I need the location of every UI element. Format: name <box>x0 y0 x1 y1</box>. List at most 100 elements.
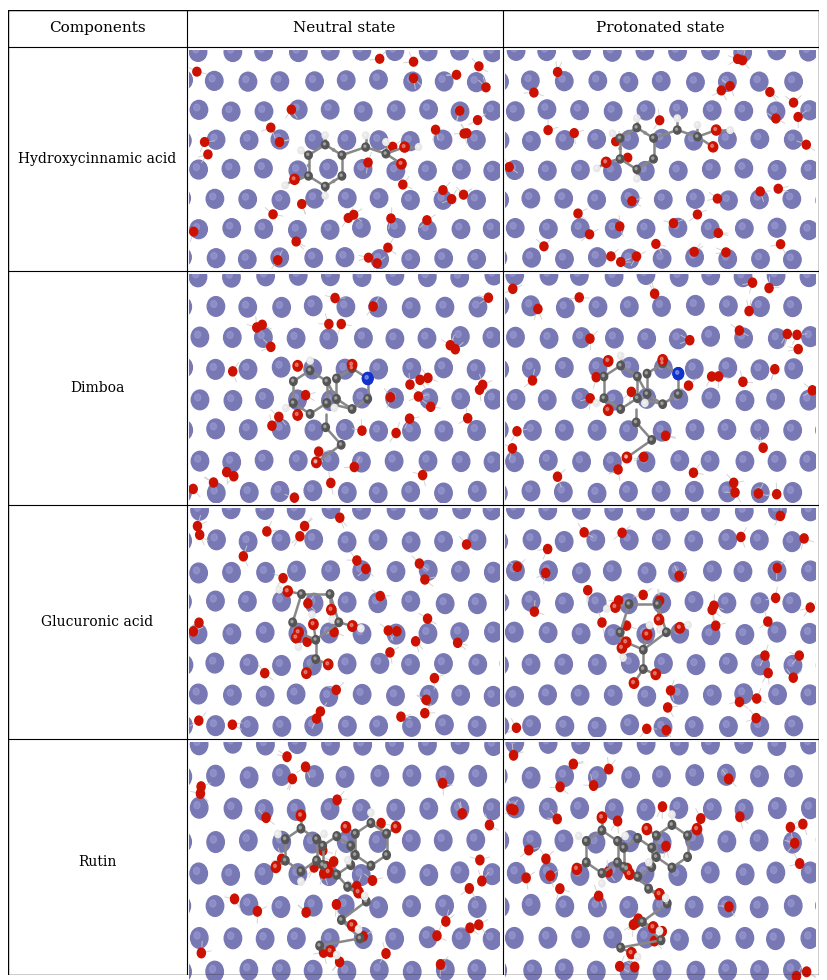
Circle shape <box>655 359 672 378</box>
Circle shape <box>495 834 500 842</box>
Circle shape <box>759 443 767 453</box>
Circle shape <box>308 485 313 492</box>
Circle shape <box>754 489 762 498</box>
Circle shape <box>326 946 335 956</box>
Circle shape <box>324 627 330 634</box>
Circle shape <box>259 804 265 811</box>
Circle shape <box>325 738 332 746</box>
Circle shape <box>608 931 614 939</box>
Circle shape <box>768 219 786 237</box>
Circle shape <box>370 360 387 379</box>
Circle shape <box>509 691 515 698</box>
Circle shape <box>820 719 826 726</box>
Circle shape <box>456 393 461 400</box>
Circle shape <box>504 769 510 777</box>
Circle shape <box>337 620 339 622</box>
Circle shape <box>672 869 679 876</box>
Circle shape <box>464 414 471 422</box>
Circle shape <box>501 72 519 90</box>
Circle shape <box>750 73 768 91</box>
Circle shape <box>194 932 200 939</box>
Circle shape <box>588 483 605 503</box>
Circle shape <box>176 192 183 199</box>
Circle shape <box>768 41 786 60</box>
Circle shape <box>657 301 662 308</box>
Circle shape <box>594 165 600 172</box>
Circle shape <box>671 734 688 755</box>
Circle shape <box>805 330 811 338</box>
Circle shape <box>542 568 550 577</box>
Circle shape <box>328 949 331 952</box>
Circle shape <box>206 72 223 90</box>
Circle shape <box>686 829 703 850</box>
Circle shape <box>612 137 619 146</box>
Circle shape <box>299 869 301 871</box>
Circle shape <box>647 887 649 889</box>
Circle shape <box>617 405 624 414</box>
Circle shape <box>297 824 304 833</box>
Circle shape <box>314 461 317 463</box>
Circle shape <box>592 487 598 494</box>
Circle shape <box>609 130 615 137</box>
Circle shape <box>407 769 413 777</box>
Circle shape <box>624 534 630 541</box>
Circle shape <box>223 453 241 472</box>
Circle shape <box>495 364 500 370</box>
Circle shape <box>675 455 681 462</box>
Circle shape <box>620 897 638 917</box>
Circle shape <box>259 868 265 875</box>
Circle shape <box>299 880 301 882</box>
Circle shape <box>725 902 733 911</box>
Circle shape <box>323 164 329 170</box>
Circle shape <box>675 627 681 634</box>
Circle shape <box>706 164 712 171</box>
Circle shape <box>560 901 566 907</box>
Circle shape <box>275 830 281 838</box>
Circle shape <box>472 769 479 777</box>
Circle shape <box>370 71 387 89</box>
Circle shape <box>342 658 348 664</box>
Circle shape <box>768 798 786 818</box>
Circle shape <box>556 532 573 552</box>
Circle shape <box>325 803 331 810</box>
Circle shape <box>802 140 810 149</box>
Circle shape <box>657 626 663 633</box>
Circle shape <box>650 864 653 867</box>
Circle shape <box>572 389 590 409</box>
Circle shape <box>604 606 609 612</box>
Circle shape <box>764 617 772 626</box>
Circle shape <box>291 565 298 572</box>
Circle shape <box>347 920 357 931</box>
Circle shape <box>292 401 294 404</box>
Circle shape <box>645 632 648 635</box>
Circle shape <box>468 190 485 210</box>
Circle shape <box>272 419 289 439</box>
Circle shape <box>452 326 469 346</box>
Circle shape <box>435 483 452 503</box>
Circle shape <box>273 656 290 675</box>
Circle shape <box>452 160 470 178</box>
Circle shape <box>783 329 791 338</box>
Circle shape <box>374 134 380 141</box>
Circle shape <box>754 423 761 430</box>
Circle shape <box>323 333 330 340</box>
Circle shape <box>705 270 711 276</box>
Circle shape <box>805 932 810 939</box>
Circle shape <box>575 689 581 696</box>
Circle shape <box>670 100 687 120</box>
Circle shape <box>650 936 658 946</box>
Circle shape <box>820 74 826 81</box>
Circle shape <box>656 596 663 605</box>
Circle shape <box>587 961 605 980</box>
Circle shape <box>784 959 801 980</box>
Circle shape <box>511 45 517 52</box>
Circle shape <box>542 104 547 111</box>
Circle shape <box>593 301 599 308</box>
Circle shape <box>275 137 284 146</box>
Circle shape <box>306 189 323 208</box>
Circle shape <box>805 866 811 873</box>
Circle shape <box>190 734 208 755</box>
Circle shape <box>434 190 452 209</box>
Circle shape <box>800 42 817 61</box>
Circle shape <box>582 858 590 867</box>
